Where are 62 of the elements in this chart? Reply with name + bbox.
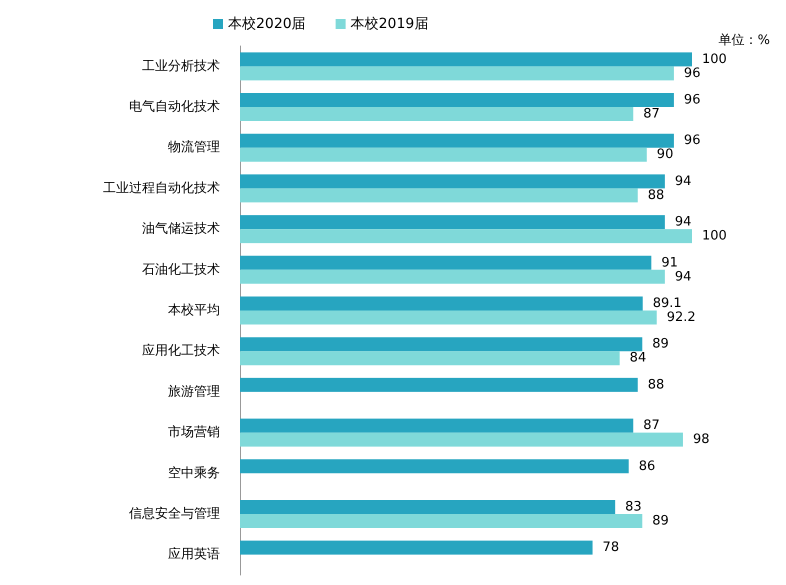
legend-label: 本校2019届	[350, 16, 428, 32]
data-label: 91	[661, 255, 678, 270]
data-label: 87	[643, 418, 660, 434]
legend-label: 本校2020届	[228, 16, 306, 32]
data-label: 84	[630, 350, 646, 366]
bar	[240, 296, 643, 310]
y-tick-label: 应用化工技术	[142, 342, 220, 359]
bar	[240, 107, 634, 122]
bar	[240, 52, 692, 66]
data-label: 88	[648, 188, 664, 203]
data-label: 86	[638, 458, 656, 474]
data-label: 96	[684, 66, 700, 81]
bar	[240, 310, 657, 324]
bar	[240, 148, 647, 162]
bar	[240, 540, 593, 555]
y-tick-label: 油气储运技术	[142, 222, 220, 237]
data-label: 87	[643, 106, 660, 122]
data-label: 78	[602, 540, 620, 556]
y-tick-label: 旅游管理	[168, 384, 220, 400]
bar	[240, 500, 616, 514]
data-label: 89.1	[652, 296, 682, 311]
data-label: 98	[692, 432, 710, 448]
data-label: 96	[684, 92, 700, 108]
data-label: 90	[656, 147, 674, 162]
text: 单位：%	[718, 33, 770, 48]
data-label: 100	[702, 228, 727, 244]
bar	[240, 337, 642, 352]
y-tick-label: 本校平均	[168, 303, 220, 318]
y-tick-label: 工业分析技术	[142, 58, 220, 74]
data-label: 83	[625, 499, 642, 514]
data-label: 94	[674, 269, 692, 284]
data-label: 94	[674, 174, 692, 189]
bar	[240, 215, 665, 230]
data-label: 88	[648, 377, 664, 392]
y-tick-label: 空中乘务	[168, 466, 220, 481]
bar	[240, 418, 634, 433]
bar	[240, 188, 638, 202]
bar	[240, 174, 665, 188]
y-tick-label: 应用英语	[168, 546, 220, 562]
y-tick-label: 石油化工技术	[142, 262, 220, 278]
bar	[240, 459, 629, 474]
bar	[240, 351, 620, 366]
data-label: 100	[702, 52, 727, 67]
data-label: 94	[674, 214, 692, 230]
y-tick-label: 信息安全与管理	[129, 505, 220, 522]
bar	[240, 229, 692, 244]
bar	[240, 134, 674, 148]
bar	[240, 514, 642, 528]
bar	[240, 378, 638, 392]
bar	[240, 432, 683, 447]
y-tick-label: 工业过程自动化技术	[103, 180, 220, 196]
y-tick-label: 物流管理	[168, 139, 220, 156]
bar	[240, 256, 652, 270]
data-label: 89	[652, 336, 669, 352]
data-label: 92.2	[666, 310, 696, 325]
data-label: 89	[652, 513, 669, 528]
y-tick-label: 电气自动化技术	[129, 100, 220, 115]
y-tick-label: 市场营销	[168, 425, 220, 440]
data-label: 96	[684, 133, 700, 148]
bar	[240, 93, 674, 108]
bar	[240, 66, 674, 80]
bar	[240, 270, 665, 284]
